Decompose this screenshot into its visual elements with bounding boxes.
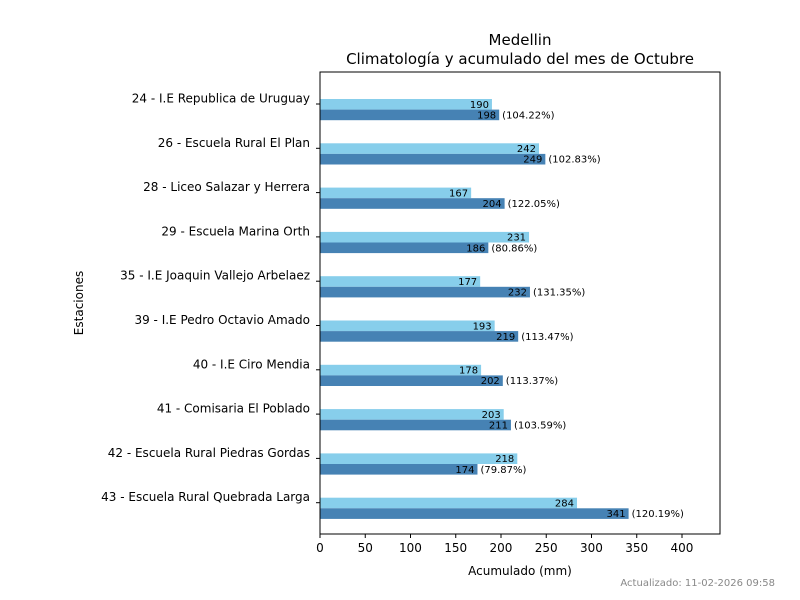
bar-accumulated (320, 153, 546, 165)
value-label: 211 (489, 421, 508, 432)
percent-label: (80.86%) (491, 243, 537, 254)
chart-title: Medellin (489, 31, 552, 49)
bar-accumulated (320, 331, 519, 342)
category-label: 26 - Escuela Rural El Plan (158, 136, 310, 150)
bar-climatology (320, 453, 518, 464)
updated-timestamp: Actualizado: 11-02-2026 09:58 (620, 578, 775, 589)
value-label: 204 (483, 199, 502, 210)
value-label: 219 (496, 332, 515, 343)
x-axis-title: Acumulado (mm) (468, 564, 572, 578)
bar-climatology (320, 497, 578, 509)
bar-accumulated (320, 242, 489, 254)
x-tick-label: 0 (316, 541, 324, 555)
value-label: 249 (523, 155, 542, 166)
value-label: 232 (508, 288, 527, 299)
percent-label: (113.37%) (506, 376, 558, 387)
bar-climatology (320, 231, 530, 243)
bar-climatology (320, 143, 540, 154)
bar-accumulated (320, 375, 503, 386)
category-label: 42 - Escuela Rural Piedras Gordas (108, 446, 310, 460)
bar-climatology (320, 364, 482, 376)
percent-label: (122.05%) (508, 199, 560, 210)
bars-layer (320, 99, 629, 519)
bar-climatology (320, 276, 481, 287)
category-label: 41 - Comisaria El Poblado (157, 402, 310, 416)
bar-climatology (320, 99, 492, 110)
percent-label: (104.22%) (502, 110, 554, 121)
bar-accumulated (320, 286, 530, 298)
bar-accumulated (320, 419, 511, 431)
percent-label: (120.19%) (632, 509, 684, 520)
percent-label: (79.87%) (480, 465, 526, 476)
x-tick-label: 150 (444, 541, 467, 555)
bar-accumulated (320, 109, 500, 121)
bar-climatology (320, 320, 495, 332)
value-label: 193 (473, 321, 492, 332)
category-label: 29 - Escuela Marina Orth (161, 224, 310, 238)
value-label: 284 (555, 499, 574, 510)
category-label: 24 - I.E Republica de Uruguay (132, 92, 310, 106)
x-tick-label: 50 (358, 541, 373, 555)
category-label: 40 - I.E Ciro Mendia (193, 357, 310, 371)
bar-accumulated (320, 198, 505, 209)
percent-label: (131.35%) (533, 288, 585, 299)
value-label: 178 (459, 366, 478, 377)
bar-accumulated (320, 508, 629, 519)
value-label: 203 (482, 410, 501, 421)
x-tick-label: 400 (671, 541, 694, 555)
category-label: 39 - I.E Pedro Octavio Amado (134, 313, 310, 327)
value-label: 190 (470, 100, 489, 111)
value-label: 202 (481, 376, 500, 387)
value-label: 174 (455, 465, 474, 476)
x-tick-label: 300 (580, 541, 603, 555)
x-tick-label: 250 (535, 541, 558, 555)
category-label: 43 - Escuela Rural Quebrada Larga (101, 490, 310, 504)
category-label: 35 - I.E Joaquin Vallejo Arbelaez (120, 269, 310, 283)
value-label: 177 (458, 277, 477, 288)
percent-label: (103.59%) (514, 421, 566, 432)
bar-climatology (320, 409, 504, 420)
x-tick-label: 350 (625, 541, 648, 555)
x-tick-label: 200 (490, 541, 513, 555)
percent-label: (102.83%) (548, 155, 600, 166)
value-label: 167 (449, 188, 468, 199)
value-label: 198 (477, 110, 496, 121)
y-axis: 24 - I.E Republica de Uruguay 26 - Escuel… (101, 92, 320, 504)
bar-accumulated (320, 464, 478, 475)
value-label: 242 (517, 144, 536, 155)
plot-frame (319, 71, 721, 535)
x-tick-label: 100 (399, 541, 422, 555)
bar-climatology (320, 187, 472, 199)
chart-subtitle: Climatología y acumulado del mes de Octu… (346, 50, 694, 68)
value-label: 218 (495, 454, 514, 465)
category-label: 28 - Liceo Salazar y Herrera (143, 180, 310, 194)
y-axis-title: Estaciones (72, 271, 86, 335)
x-axis: 0 50 100 150 200 250 300 350 400 (316, 534, 693, 555)
percent-label: (113.47%) (521, 332, 573, 343)
value-label: 231 (507, 233, 526, 244)
value-label: 186 (466, 243, 485, 254)
value-label: 341 (607, 509, 626, 520)
